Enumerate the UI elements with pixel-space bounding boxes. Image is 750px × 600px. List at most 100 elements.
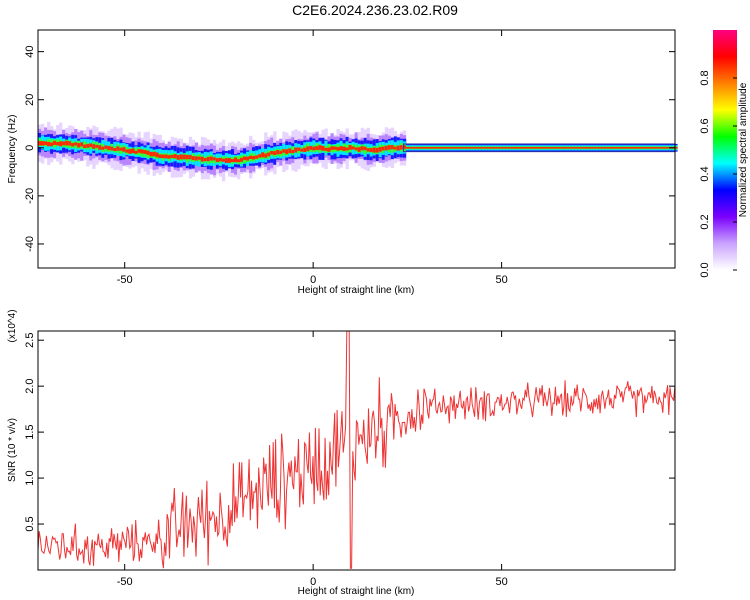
heatmap-cell <box>378 146 383 152</box>
snr-frame <box>37 330 676 571</box>
heatmap-cell <box>442 146 446 149</box>
colorbar-tick-label: 0.2 <box>699 214 711 229</box>
heatmap-cell <box>574 146 579 149</box>
heatmap-cell <box>128 149 132 154</box>
heatmap-cell <box>601 146 606 149</box>
heatmap-cell <box>399 145 404 150</box>
heatmap-cell <box>592 146 597 149</box>
heatmap-cell <box>137 149 141 153</box>
heatmap-cell <box>92 144 96 149</box>
snr-x-tick-label: 0 <box>310 576 316 588</box>
heatmap-cell <box>463 146 467 149</box>
heatmap-cell <box>387 145 392 150</box>
heatmap-cell <box>622 146 627 149</box>
snr-y-axis-label: SNR (10 * v/v) <box>7 418 18 482</box>
heatmap-cell <box>339 146 343 151</box>
heatmap-cell <box>580 146 585 149</box>
colorbar-label: Normalized spectral amplitude <box>738 82 749 217</box>
heatmap-cell <box>656 146 660 149</box>
snr-x-tick-label: -50 <box>117 576 133 588</box>
heatmap-cell <box>309 145 313 150</box>
heatmap-cell <box>414 146 419 149</box>
heatmap-cell <box>508 146 512 149</box>
heatmap-cell <box>194 156 199 161</box>
heatmap-cell <box>294 147 298 153</box>
heatmap-cell <box>487 146 491 149</box>
heatmap-cell <box>68 141 72 146</box>
heatmap-cell <box>357 147 361 152</box>
heatmap-cell <box>264 153 268 158</box>
snr-plot-area <box>38 331 675 570</box>
heatmap-cell <box>53 140 57 145</box>
heatmap-cell <box>662 146 666 149</box>
heatmap-cell <box>595 146 600 149</box>
heatmap-cell <box>50 142 54 147</box>
heatmap-cell <box>396 145 401 151</box>
heatmap-cell <box>288 148 292 154</box>
spectrogram-y-tick-label: 0 <box>24 145 36 151</box>
heatmap-cell <box>327 147 331 152</box>
heatmap-cell <box>529 146 533 149</box>
heatmap-cell <box>499 146 503 149</box>
heatmap-cell <box>312 146 316 151</box>
snr-y-tick-label: 1.0 <box>24 470 36 485</box>
heatmap-cell <box>240 157 244 162</box>
heatmap-cell <box>411 146 416 149</box>
heatmap-cell <box>71 143 75 147</box>
heatmap-cell <box>354 147 358 151</box>
heatmap-cell <box>200 156 205 162</box>
heatmap-cell <box>433 146 437 149</box>
heatmap-cell <box>493 146 497 149</box>
heatmap-cell <box>345 147 349 151</box>
heatmap-cell <box>285 149 289 155</box>
heatmap-cell <box>41 141 45 146</box>
heatmap-cell <box>300 148 304 152</box>
heatmap-cell <box>484 146 488 149</box>
heatmap-cell <box>74 142 78 146</box>
heatmap-cell <box>589 146 594 149</box>
snr-x-tick-label: 50 <box>495 576 507 588</box>
heatmap-cell <box>98 145 102 150</box>
heatmap-cell <box>191 156 196 161</box>
heatmap-cell <box>423 146 428 149</box>
heatmap-cell <box>164 154 168 159</box>
heatmap-cell <box>556 146 560 149</box>
colorbar-tick-label: 0.8 <box>699 70 711 85</box>
heatmap-cell <box>258 154 262 158</box>
heatmap-cell <box>173 154 178 159</box>
heatmap-cell <box>348 145 352 150</box>
spectrogram-x-axis-label: Height of straight line (km) <box>298 285 415 296</box>
snr-y-tick-label: 2.5 <box>24 333 36 348</box>
heatmap-cell <box>234 157 238 163</box>
heatmap-cell <box>146 150 150 155</box>
heatmap-cell <box>629 146 633 149</box>
heatmap-cell <box>505 146 509 149</box>
heatmap-cell <box>140 149 144 154</box>
chart-title: C2E6.2024.236.23.02.R09 <box>292 2 458 18</box>
heatmap-cell <box>237 159 241 163</box>
heatmap-cell <box>604 146 609 149</box>
heatmap-cell <box>607 146 612 149</box>
heatmap-cell <box>451 146 455 149</box>
heatmap-cell <box>65 140 69 146</box>
heatmap-cell <box>152 151 156 157</box>
heatmap-cell <box>161 154 165 159</box>
heatmap-cell <box>641 146 645 149</box>
heatmap-cell <box>538 146 542 149</box>
heatmap-cell <box>475 146 479 149</box>
heatmap-cell <box>559 146 563 149</box>
heatmap-cell <box>390 145 395 150</box>
snr-x-axis-label: Height of straight line (km) <box>298 586 415 597</box>
colorbar-gradient <box>713 30 737 270</box>
heatmap-cell <box>116 146 120 151</box>
colorbar: 0.0 0.2 0.4 0.6 0.8 Normalized spectral ampl… <box>699 30 749 278</box>
heatmap-cell <box>517 146 521 149</box>
heatmap-cell <box>469 146 473 149</box>
heatmap-cell <box>333 146 337 150</box>
heatmap-cell <box>95 144 99 148</box>
heatmap-cell <box>185 155 190 160</box>
heatmap-cell <box>197 156 202 160</box>
heatmap-cell <box>360 146 364 151</box>
heatmap-cell <box>366 148 370 152</box>
heatmap-cell <box>426 146 431 149</box>
